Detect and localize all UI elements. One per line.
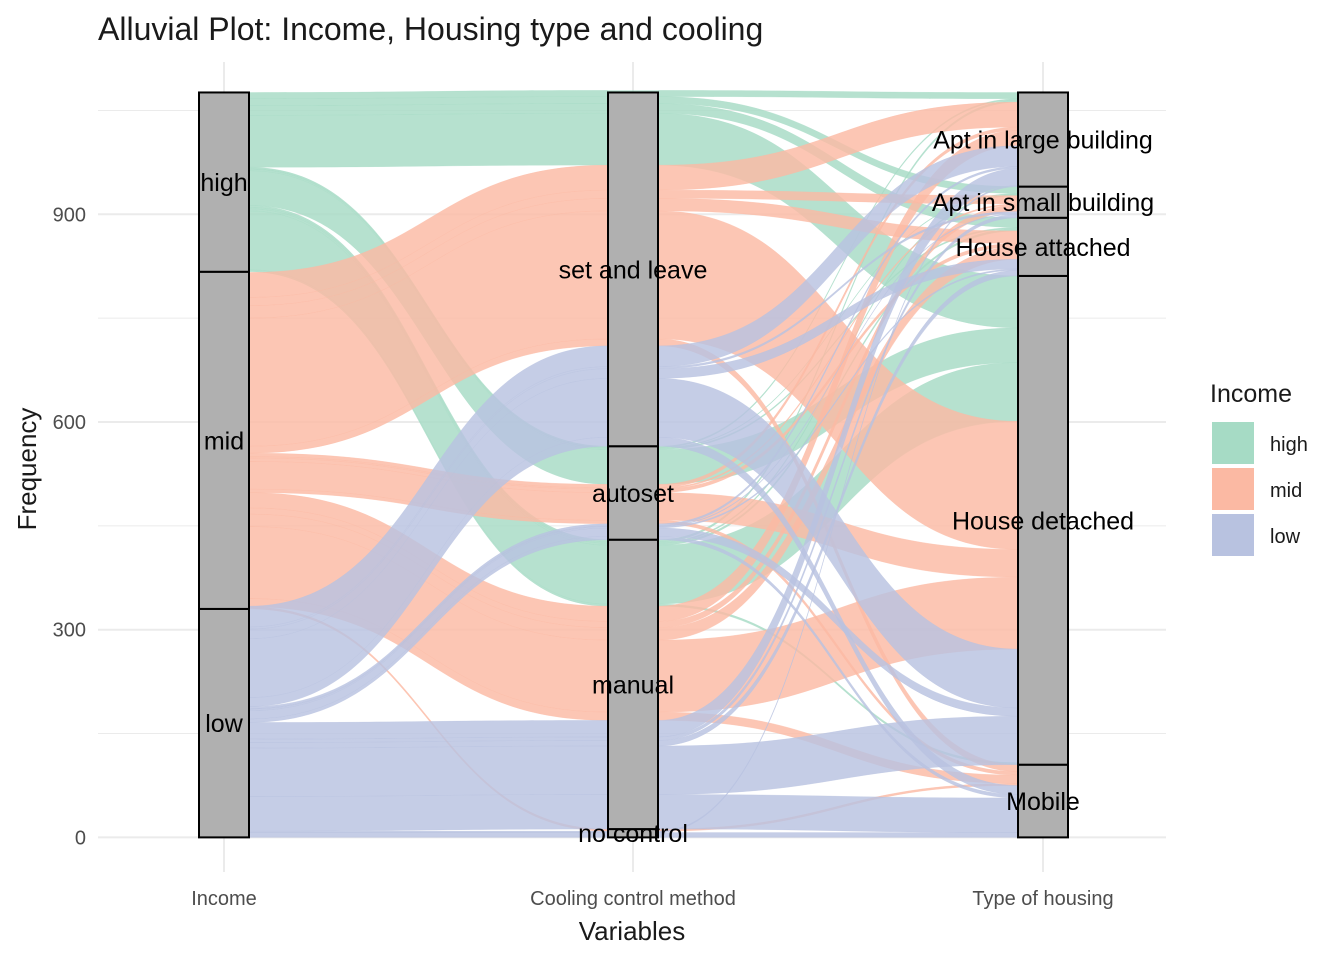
stratum-label-house-detached: House detached [952,507,1134,535]
legend-title: Income [1210,380,1292,408]
legend-swatch-low [1212,514,1254,556]
legend-item-mid: mid [1212,468,1302,510]
flow-segment-income-to-cooling [248,112,609,168]
legend-label-low: low [1270,526,1301,548]
x-axis-title: Variables [579,916,685,946]
y-tick-label: 900 [53,204,86,226]
flow-segment-cooling-to-housing [657,90,1019,99]
legend-label-high: high [1270,434,1308,456]
x-tick-label-type-of-housing: Type of housing [972,888,1113,910]
stratum-mobile [1017,763,1069,839]
flow-segment-income-to-cooling [248,745,609,797]
flow-low-manual-mobile [248,794,1019,833]
stratum-label-set-and-leave: set and leave [559,256,708,284]
y-axis-title: Frequency [12,408,42,531]
stratum-label-layer: low mid high no control manual autoset set and… [200,127,1154,849]
x-tick-label-cooling-control-method: Cooling control method [530,888,736,910]
legend-label-mid: mid [1270,480,1302,502]
flow-segment-cooling-to-housing [657,794,1019,833]
legend: Income high mid low [1210,380,1308,556]
legend-items: high mid low [1212,422,1308,556]
flow-segment-income-to-cooling [248,830,609,833]
stratum-manual [607,538,659,831]
stratum-high [198,91,250,273]
y-tick-label: 0 [75,827,86,849]
flow-segment-income-to-cooling [248,832,609,838]
stratum-label-autoset: autoset [592,480,674,508]
stratum-label-apt-in-large-building: Apt in large building [933,127,1153,155]
flow-segment-cooling-to-housing [657,832,1019,838]
stratum-layer [198,91,1069,839]
stratum-label-high: high [200,169,247,197]
chart-title: Alluvial Plot: Income, Housing type and … [98,11,763,47]
flow-segment-income-to-cooling [248,720,609,740]
stratum-autoset [607,445,659,541]
legend-item-low: low [1212,514,1301,556]
axis-layer: 0 300 600 900 Income Cooling control method Ty… [53,204,1114,910]
stratum-label-mobile: Mobile [1006,788,1080,816]
stratum-label-no-control: no control [578,820,688,848]
legend-swatch-high [1212,422,1254,464]
stratum-apt-in-small-building [1017,185,1069,219]
stratum-label-apt-in-small-building: Apt in small building [932,189,1154,217]
stratum-label-mid: mid [204,427,244,455]
x-tick-label-income: Income [191,888,257,910]
stratum-label-manual: manual [592,671,674,699]
stratum-mid [198,270,250,610]
flow-segment-income-to-cooling [248,794,609,832]
y-tick-label: 600 [53,412,86,434]
legend-swatch-mid [1212,468,1254,510]
stratum-apt-in-large-building [1017,91,1069,188]
legend-item-high: high [1212,422,1308,464]
y-tick-label: 300 [53,620,86,642]
stratum-label-house-attached: House attached [955,234,1130,262]
stratum-set-and-leave [607,91,659,448]
stratum-label-low: low [205,710,243,738]
